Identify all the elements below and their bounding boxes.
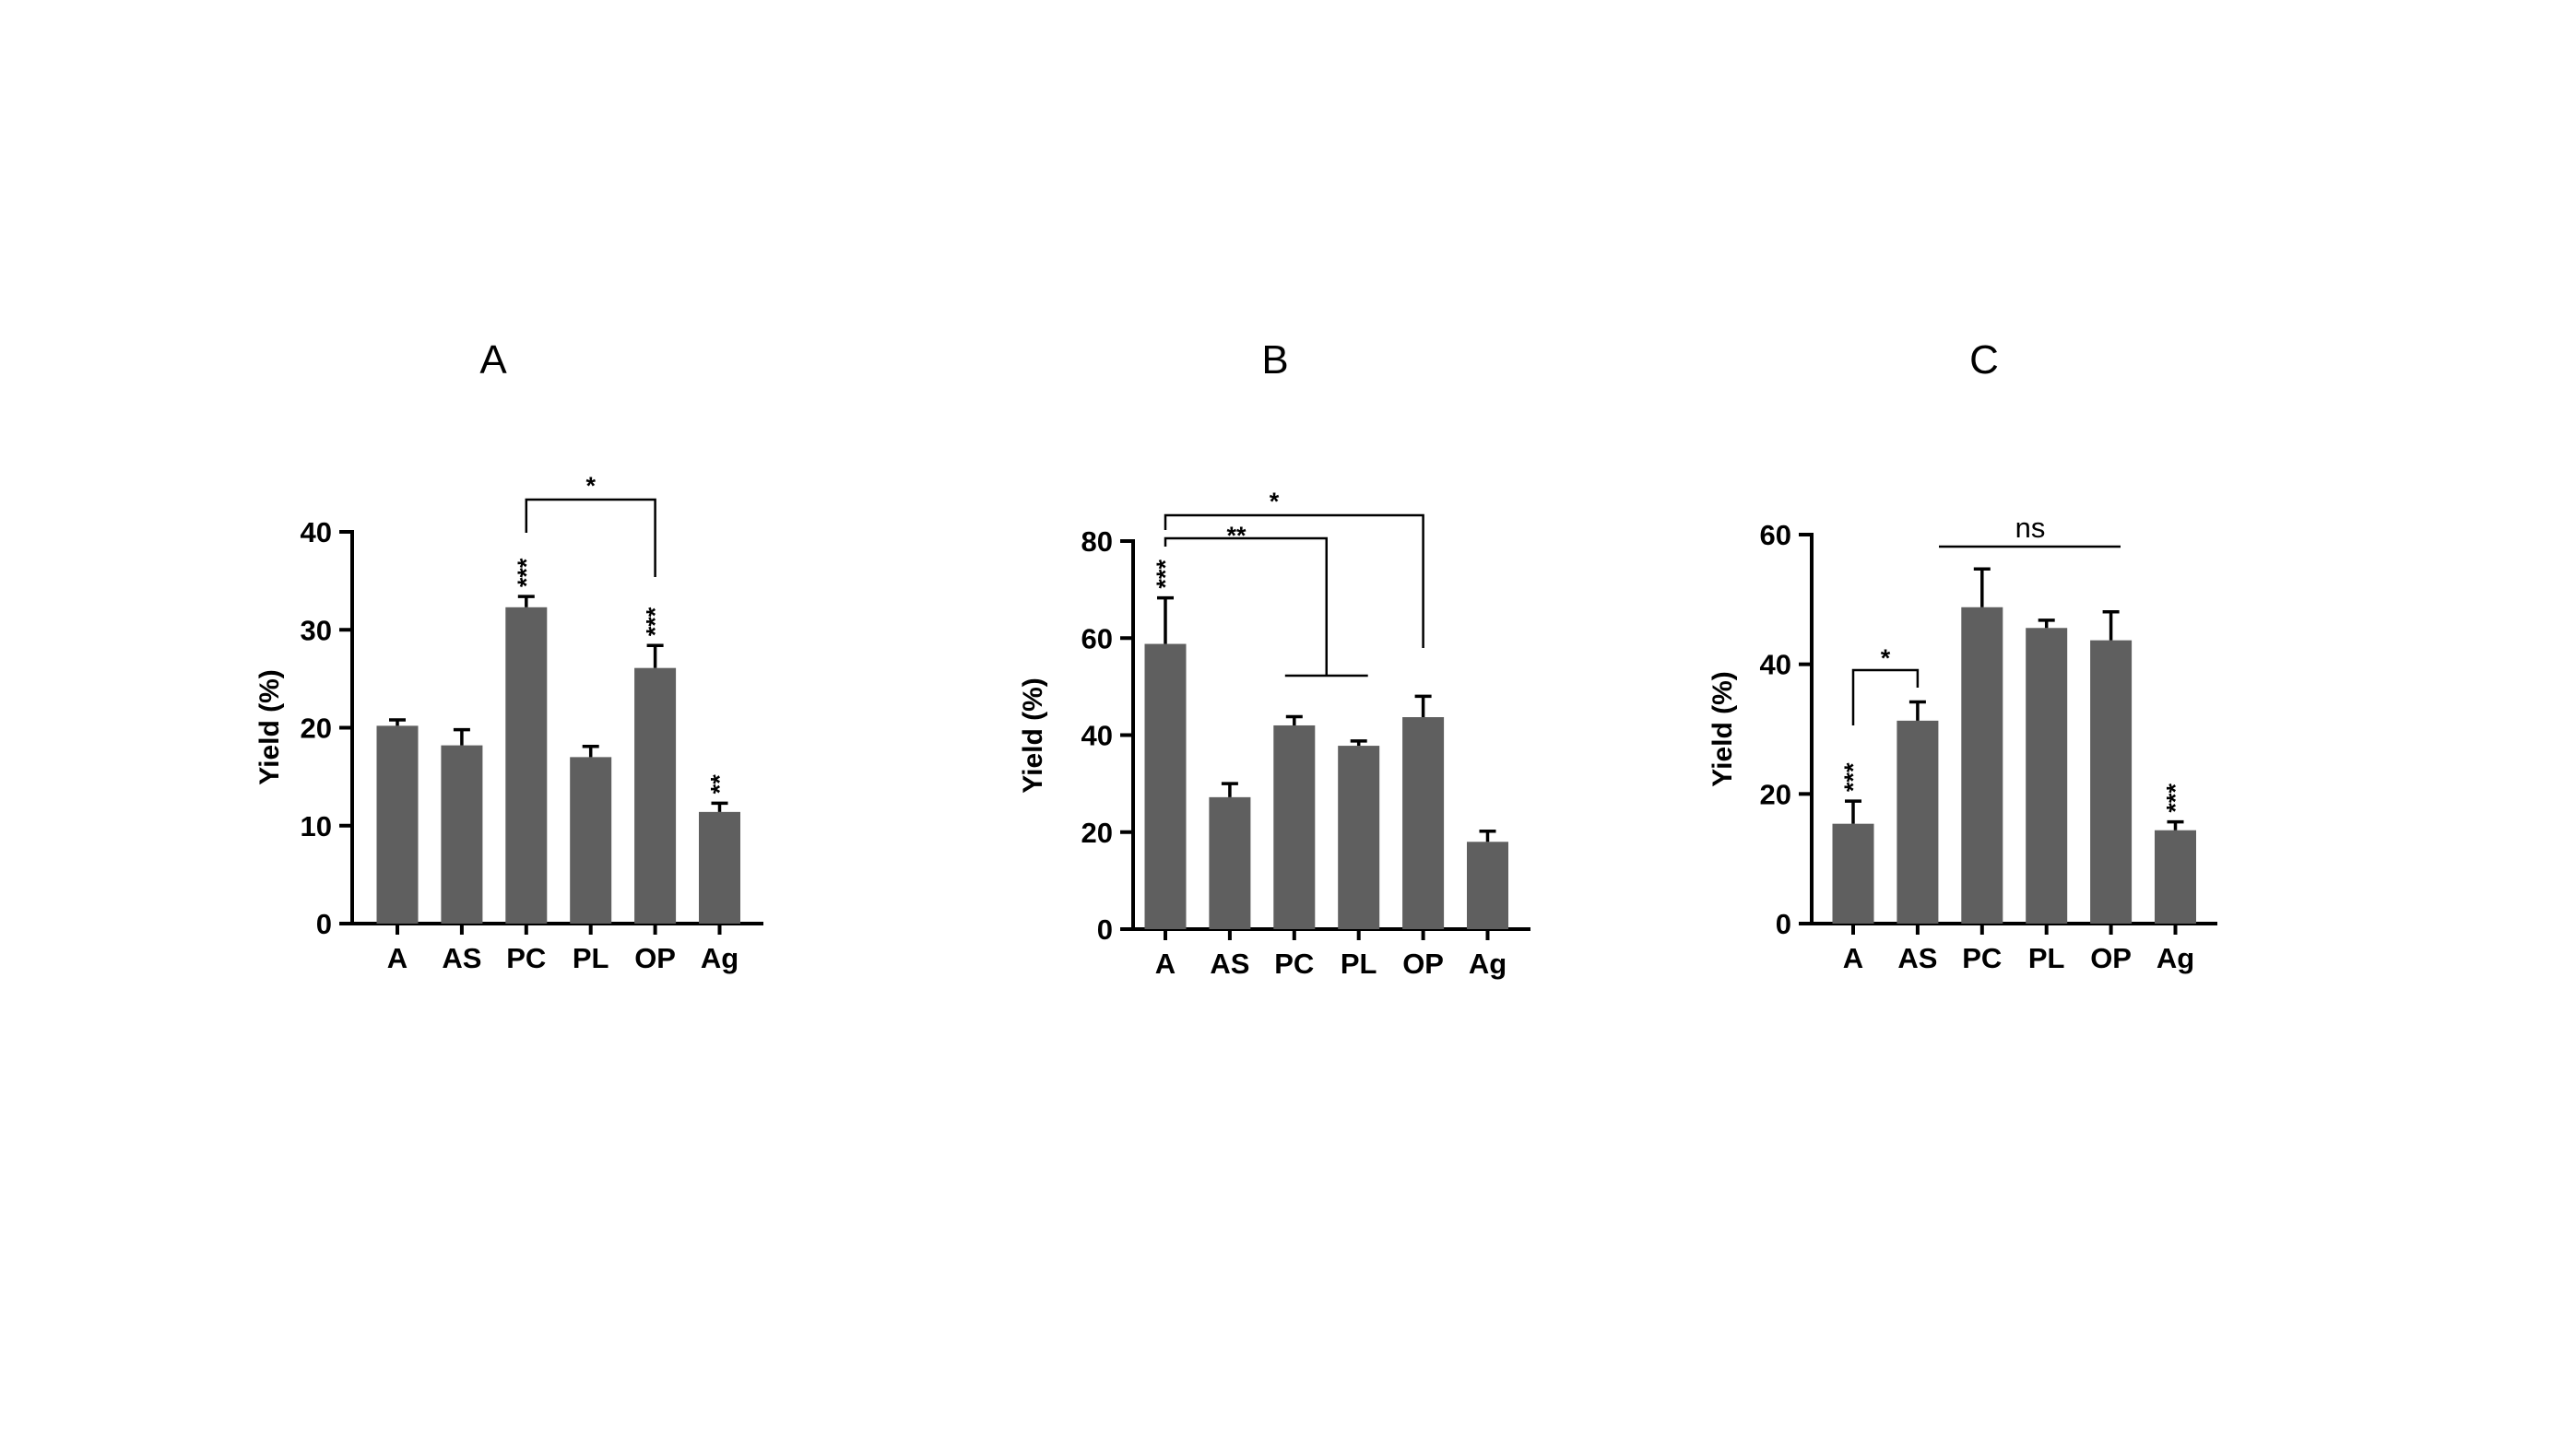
x-tick-label: OP <box>1402 948 1444 980</box>
bar <box>634 667 677 924</box>
x-tick-label: Ag <box>701 942 739 974</box>
x-tick-label: A <box>387 942 408 974</box>
x-tick-label: PL <box>2028 942 2065 974</box>
bar <box>1467 842 1508 929</box>
x-tick-label: OP <box>634 942 676 974</box>
y-tick-label: 40 <box>301 516 332 548</box>
bar <box>2155 830 2196 924</box>
y-axis-label: Yield (%) <box>254 669 285 785</box>
y-tick-label: 60 <box>1081 622 1113 654</box>
panel-title: A <box>479 337 507 383</box>
x-tick-label: AS <box>1897 942 1937 974</box>
bar <box>2090 640 2133 924</box>
x-tick-label: PL <box>573 942 609 974</box>
significance-marker: *** <box>1152 560 1179 589</box>
x-tick-label: PC <box>506 942 546 974</box>
comparison-label: ns <box>2015 512 2046 544</box>
y-axis-label: Yield (%) <box>1018 677 1048 794</box>
bar <box>570 757 612 924</box>
significance-marker: *** <box>1839 762 1867 792</box>
bar <box>2026 628 2068 924</box>
significance-marker: *** <box>2162 783 2190 813</box>
bar <box>1273 724 1316 929</box>
significance-marker: *** <box>642 607 669 636</box>
bar <box>441 745 483 924</box>
x-tick-label: OP <box>2090 942 2132 974</box>
y-tick-label: 30 <box>301 614 332 646</box>
bar <box>1897 720 1939 924</box>
comparison-bracket <box>1164 513 1424 648</box>
comparison-bracket <box>1851 668 1920 725</box>
panel-title: C <box>1969 337 1999 383</box>
x-tick-label: Ag <box>1469 948 1507 980</box>
bar <box>505 607 548 924</box>
x-tick-label: A <box>1155 948 1176 980</box>
comparison-bracket <box>525 498 656 577</box>
bar <box>376 725 419 924</box>
x-tick-label: AS <box>442 942 481 974</box>
y-axis-label: Yield (%) <box>1707 671 1738 787</box>
x-tick-label: A <box>1843 942 1863 974</box>
y-tick-label: 40 <box>1081 720 1113 752</box>
significance-marker: *** <box>513 558 540 587</box>
significance-marker: ** <box>706 774 734 795</box>
panel-title: B <box>1261 337 1288 383</box>
y-tick-label: 20 <box>1760 778 1791 810</box>
comparison-label: * <box>1881 644 1891 672</box>
y-tick-label: 0 <box>1097 913 1113 946</box>
y-tick-label: 20 <box>301 713 332 745</box>
y-tick-label: 20 <box>1081 817 1113 849</box>
x-tick-label: PC <box>1274 948 1314 980</box>
x-tick-label: AS <box>1210 948 1249 980</box>
bar <box>1832 823 1874 924</box>
y-tick-label: 0 <box>316 908 332 940</box>
comparison-label: * <box>1270 488 1280 515</box>
bar <box>1402 717 1445 929</box>
comparison-label: ** <box>1226 522 1247 549</box>
comparison-label: * <box>585 472 596 500</box>
bar <box>1209 796 1251 929</box>
bar <box>1144 643 1187 929</box>
y-tick-label: 10 <box>301 810 332 842</box>
y-tick-label: 80 <box>1081 525 1113 558</box>
x-tick-label: Ag <box>2157 942 2194 974</box>
y-tick-label: 0 <box>1776 908 1791 940</box>
x-tick-label: PL <box>1341 948 1377 980</box>
bar <box>1338 746 1380 929</box>
bar <box>1961 607 2003 924</box>
comparison-bracket <box>1164 536 1328 676</box>
bar <box>699 811 740 924</box>
y-tick-label: 60 <box>1760 519 1791 551</box>
x-tick-label: PC <box>1962 942 2002 974</box>
y-tick-label: 40 <box>1760 649 1791 681</box>
